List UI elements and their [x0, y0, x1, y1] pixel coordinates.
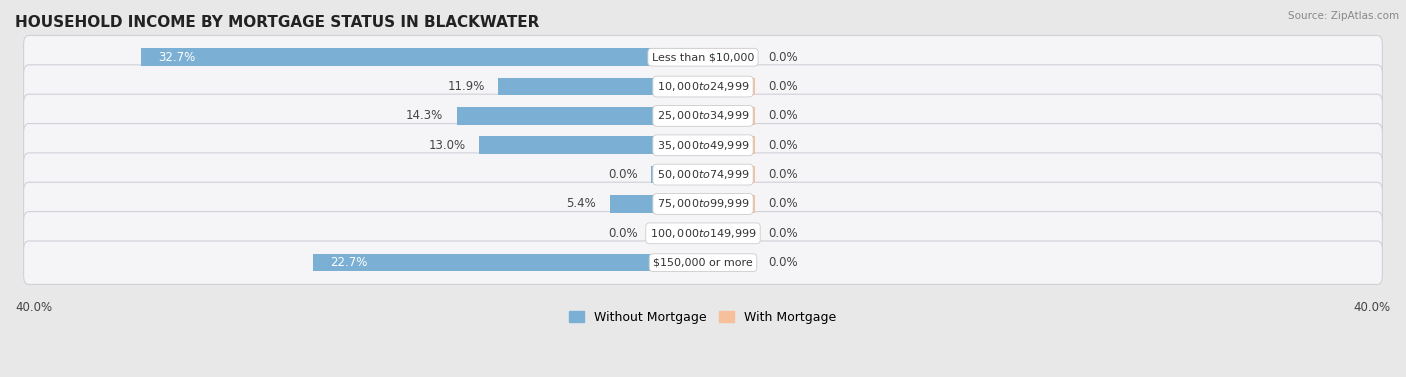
Text: 0.0%: 0.0%	[768, 109, 799, 123]
Text: 22.7%: 22.7%	[330, 256, 367, 269]
Text: 0.0%: 0.0%	[768, 139, 799, 152]
FancyBboxPatch shape	[24, 65, 1382, 108]
Text: 0.0%: 0.0%	[607, 227, 638, 240]
FancyBboxPatch shape	[24, 182, 1382, 226]
Text: 40.0%: 40.0%	[1354, 301, 1391, 314]
Bar	[498, 78, 703, 95]
Legend: Without Mortgage, With Mortgage: Without Mortgage, With Mortgage	[564, 306, 842, 329]
Bar	[651, 166, 703, 184]
Text: $10,000 to $24,999: $10,000 to $24,999	[657, 80, 749, 93]
Text: $25,000 to $34,999: $25,000 to $34,999	[657, 109, 749, 123]
FancyBboxPatch shape	[24, 94, 1382, 138]
FancyBboxPatch shape	[24, 35, 1382, 79]
Text: 0.0%: 0.0%	[768, 51, 799, 64]
FancyBboxPatch shape	[24, 153, 1382, 196]
Bar	[703, 166, 755, 184]
Bar	[703, 136, 755, 154]
Bar	[703, 254, 755, 271]
Text: $50,000 to $74,999: $50,000 to $74,999	[657, 168, 749, 181]
Bar	[703, 48, 755, 66]
Text: $35,000 to $49,999: $35,000 to $49,999	[657, 139, 749, 152]
Text: 13.0%: 13.0%	[429, 139, 465, 152]
Text: Less than $10,000: Less than $10,000	[652, 52, 754, 62]
Bar	[312, 254, 703, 271]
Bar	[703, 195, 755, 213]
Bar	[457, 107, 703, 125]
Bar	[703, 225, 755, 242]
Text: 32.7%: 32.7%	[157, 51, 195, 64]
FancyBboxPatch shape	[24, 241, 1382, 284]
Bar	[479, 136, 703, 154]
Bar	[703, 107, 755, 125]
Text: $75,000 to $99,999: $75,000 to $99,999	[657, 198, 749, 210]
Text: $100,000 to $149,999: $100,000 to $149,999	[650, 227, 756, 240]
Text: 0.0%: 0.0%	[768, 227, 799, 240]
Text: 5.4%: 5.4%	[567, 198, 596, 210]
Bar	[610, 195, 703, 213]
FancyBboxPatch shape	[24, 124, 1382, 167]
Text: 0.0%: 0.0%	[768, 198, 799, 210]
Text: 0.0%: 0.0%	[768, 168, 799, 181]
Bar	[141, 48, 703, 66]
Text: 0.0%: 0.0%	[768, 80, 799, 93]
Bar	[651, 225, 703, 242]
Text: HOUSEHOLD INCOME BY MORTGAGE STATUS IN BLACKWATER: HOUSEHOLD INCOME BY MORTGAGE STATUS IN B…	[15, 15, 540, 30]
FancyBboxPatch shape	[24, 211, 1382, 255]
Text: $150,000 or more: $150,000 or more	[654, 258, 752, 268]
Text: Source: ZipAtlas.com: Source: ZipAtlas.com	[1288, 11, 1399, 21]
Text: 40.0%: 40.0%	[15, 301, 52, 314]
Text: 0.0%: 0.0%	[768, 256, 799, 269]
Text: 14.3%: 14.3%	[406, 109, 443, 123]
Text: 11.9%: 11.9%	[447, 80, 485, 93]
Bar	[703, 78, 755, 95]
Text: 0.0%: 0.0%	[607, 168, 638, 181]
